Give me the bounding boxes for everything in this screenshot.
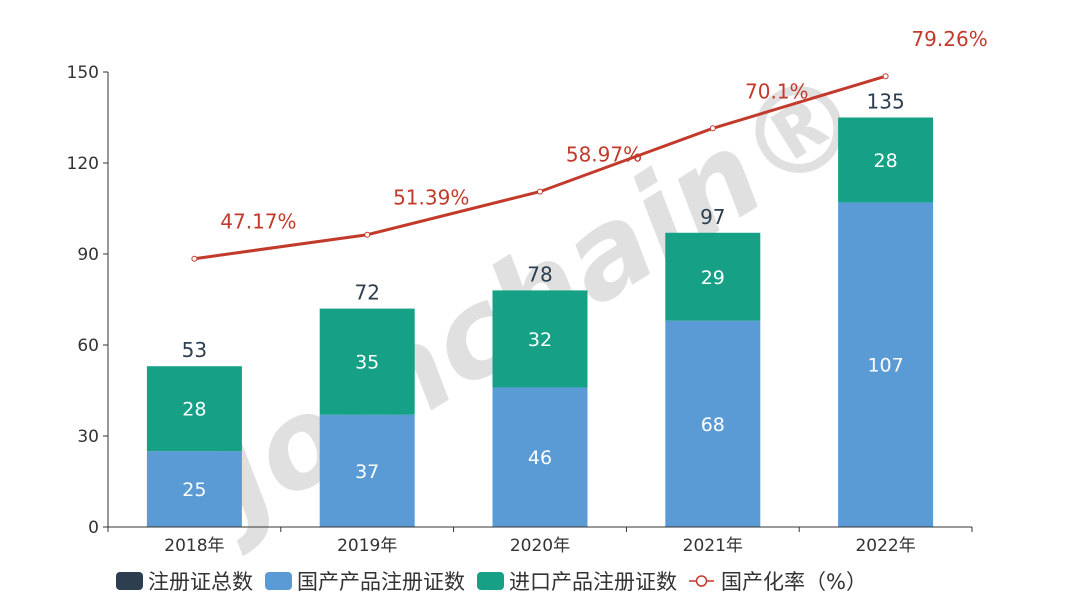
y-tick-label: 30 bbox=[77, 427, 99, 447]
legend-label: 国产化率（%） bbox=[721, 570, 867, 594]
x-tick-label: 2019年 bbox=[337, 536, 397, 556]
y-tick-label: 0 bbox=[88, 518, 99, 538]
bar-domestic bbox=[665, 320, 761, 527]
legend-circle-icon bbox=[695, 575, 708, 587]
bar-label-domestic: 46 bbox=[528, 447, 552, 469]
bar-import bbox=[492, 290, 588, 388]
x-tick-label: 2021年 bbox=[683, 536, 743, 556]
bars: 25 28 53 37 35 72 46 32 78 68 29 97 107 28 135 bbox=[146, 90, 934, 527]
rate-label: 79.26% bbox=[911, 27, 987, 51]
bar-label-total: 53 bbox=[182, 338, 207, 362]
legend-item[interactable]: 国产化率（%） bbox=[689, 570, 867, 594]
axes: 0 30 60 90 120 150 2018年 2019年 2020年 2021年 2022年 bbox=[67, 63, 973, 556]
bar-import bbox=[838, 117, 934, 203]
legend-label: 国产产品注册证数 bbox=[297, 570, 465, 594]
bar-label-total: 135 bbox=[867, 90, 905, 114]
bar-label-total: 78 bbox=[527, 262, 552, 286]
bar-domestic bbox=[838, 202, 934, 527]
y-tick-label: 60 bbox=[77, 336, 99, 356]
rate-label: 47.17% bbox=[220, 210, 296, 234]
x-tick-label: 2020年 bbox=[510, 536, 570, 556]
rate-label: 70.1% bbox=[745, 79, 809, 103]
legend-swatch-icon bbox=[265, 572, 292, 590]
bar-label-import: 32 bbox=[528, 329, 552, 351]
y-tick-label: 150 bbox=[67, 63, 99, 83]
rate-label: 58.97% bbox=[566, 143, 642, 167]
legend[interactable]: 注册证总数 国产产品注册证数 进口产品注册证数 国产化率（%） bbox=[116, 570, 867, 594]
bar-import bbox=[319, 308, 415, 415]
legend-item[interactable]: 进口产品注册证数 bbox=[477, 570, 677, 594]
legend-label: 注册证总数 bbox=[148, 570, 253, 594]
legend-label: 进口产品注册证数 bbox=[509, 570, 677, 594]
rate-label: 51.39% bbox=[393, 186, 469, 210]
bar-label-domestic: 37 bbox=[355, 461, 379, 483]
bar-label-domestic: 68 bbox=[701, 414, 725, 436]
bar-import bbox=[665, 232, 761, 321]
legend-item[interactable]: 国产产品注册证数 bbox=[265, 570, 465, 594]
rate-point bbox=[882, 73, 889, 80]
y-tick-label: 120 bbox=[67, 154, 99, 174]
bar-label-total: 72 bbox=[354, 281, 379, 305]
rate-point bbox=[537, 188, 543, 195]
legend-item[interactable]: 注册证总数 bbox=[116, 570, 253, 594]
legend-swatch-icon bbox=[116, 572, 143, 590]
bar-domestic bbox=[319, 414, 415, 527]
bar-label-import: 28 bbox=[182, 399, 206, 421]
x-tick-label: 2018年 bbox=[164, 536, 224, 556]
y-tick-label: 90 bbox=[77, 245, 99, 265]
bar-label-import: 29 bbox=[701, 267, 725, 289]
x-tick-label: 2022年 bbox=[855, 536, 915, 556]
bar-domestic bbox=[146, 451, 242, 527]
rate-point bbox=[364, 231, 371, 238]
rate-line: 47.17% 51.39% 58.97% 70.1% 79.26% bbox=[191, 27, 988, 262]
bar-label-import: 28 bbox=[874, 150, 898, 172]
bar-label-import: 35 bbox=[355, 352, 379, 374]
rate-point bbox=[191, 255, 198, 262]
bar-label-domestic: 25 bbox=[182, 479, 206, 501]
bar-label-domestic: 107 bbox=[867, 355, 903, 377]
bar-import bbox=[146, 366, 242, 452]
rate-point bbox=[709, 125, 716, 132]
legend-swatch-icon bbox=[477, 572, 504, 590]
bar-domestic bbox=[492, 387, 588, 527]
bar-label-total: 97 bbox=[700, 205, 725, 229]
